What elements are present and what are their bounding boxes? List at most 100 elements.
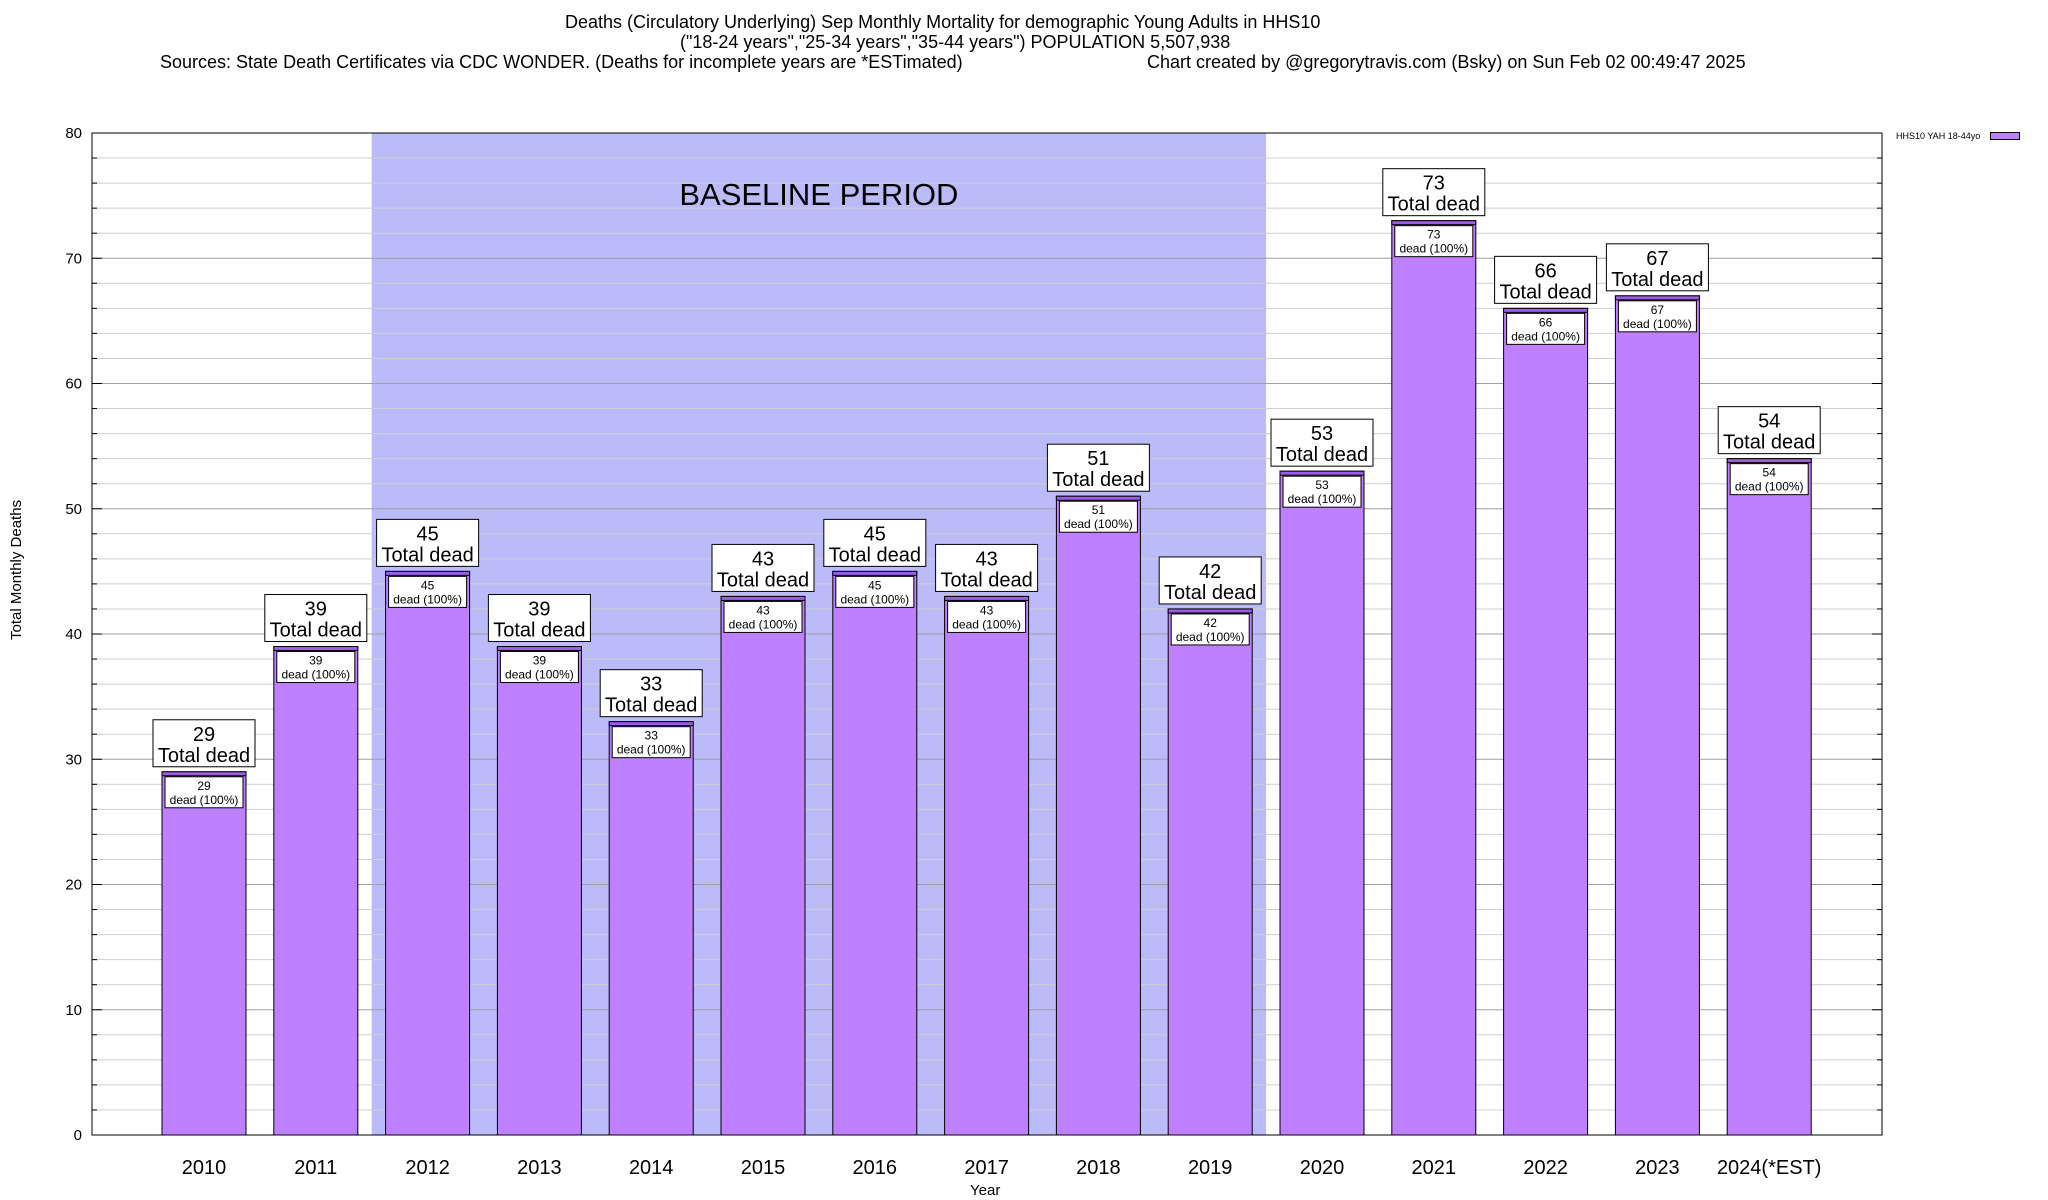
chart-sources-text: Sources: State Death Certificates via CD…: [160, 52, 963, 72]
bar-top-segment: [273, 646, 359, 652]
inner-percent-label: dead (100%): [840, 592, 909, 606]
total-value-label: 42: [1199, 561, 1221, 583]
total-label-box: [152, 719, 256, 768]
chart-credit-text: Chart created by @gregorytravis.com (Bsk…: [1147, 52, 1746, 72]
total-value-label: 53: [1311, 423, 1333, 445]
inner-label-box: [1617, 300, 1697, 333]
y-tick-label: 40: [65, 626, 82, 643]
bar: [1391, 220, 1477, 1136]
x-tick-label: 2018: [1076, 1157, 1121, 1179]
inner-label-box: [1170, 613, 1250, 646]
inner-label-box: [1282, 475, 1362, 508]
inner-percent-label: dead (100%): [952, 617, 1021, 631]
bar: [1503, 307, 1589, 1136]
chart-title-line2: ("18-24 years","25-34 years","35-44 year…: [680, 32, 1231, 52]
bar-top-segment: [1726, 458, 1812, 464]
total-value-label: 73: [1423, 173, 1445, 195]
bar-top-segment: [496, 646, 582, 652]
bar-top-segment: [385, 570, 471, 576]
y-tick-label: 80: [65, 125, 82, 142]
inner-percent-label: dead (100%): [1623, 317, 1692, 331]
bar-top-segment: [720, 595, 806, 601]
inner-percent-label: dead (100%): [1064, 517, 1133, 531]
total-value-label: 51: [1087, 448, 1109, 470]
bar-top-segment: [1279, 470, 1365, 476]
inner-label-box: [723, 600, 803, 633]
x-tick-label: 2013: [517, 1157, 562, 1179]
legend: HHS10 YAH 18-44yo: [1896, 131, 2021, 141]
chart-title-line1: Deaths (Circulatory Underlying) Sep Mont…: [565, 12, 1321, 32]
inner-label-box: [835, 575, 915, 608]
x-tick-label: 2010: [182, 1157, 227, 1179]
total-text-label: Total dead: [1388, 194, 1480, 216]
inner-percent-label: dead (100%): [1288, 492, 1357, 506]
x-tick-label: 2023: [1635, 1157, 1680, 1179]
y-tick-label: 50: [65, 501, 82, 518]
inner-label-box: [1394, 225, 1474, 258]
total-text-label: Total dead: [381, 544, 473, 566]
total-label-box: [1494, 255, 1598, 304]
bar-top-segment: [1167, 608, 1253, 614]
inner-value-label: 42: [1204, 616, 1218, 630]
total-text-label: Total dead: [1499, 281, 1591, 303]
inner-percent-label: dead (100%): [617, 743, 686, 757]
y-tick-label: 0: [74, 1127, 82, 1144]
inner-label-box: [388, 575, 468, 608]
y-tick-label: 20: [65, 877, 82, 894]
inner-value-label: 39: [533, 654, 547, 668]
total-text-label: Total dead: [605, 695, 697, 717]
plot-frame: [91, 132, 1883, 1136]
x-axis-label: Year: [970, 1182, 1001, 1199]
y-tick-label: 10: [65, 1002, 82, 1019]
inner-label-box: [1506, 312, 1586, 345]
total-label-box: [1158, 556, 1262, 605]
x-tick-label: 2016: [853, 1157, 898, 1179]
inner-value-label: 54: [1763, 466, 1777, 480]
total-value-label: 39: [305, 599, 327, 621]
inner-percent-label: dead (100%): [1399, 242, 1468, 256]
bar: [832, 570, 918, 1136]
total-label-box: [1270, 418, 1374, 467]
inner-value-label: 43: [980, 603, 994, 617]
total-label-box: [264, 594, 368, 643]
x-tick-label: 2024(*EST): [1717, 1157, 1822, 1179]
total-label-box: [599, 669, 703, 718]
inner-label-box: [1729, 463, 1809, 496]
inner-value-label: 66: [1539, 315, 1553, 329]
x-tick-label: 2015: [741, 1157, 786, 1179]
total-label-box: [1717, 406, 1821, 455]
inner-percent-label: dead (100%): [170, 793, 239, 807]
total-value-label: 39: [528, 599, 550, 621]
x-tick-label: 2021: [1412, 1157, 1457, 1179]
bar-top-segment: [608, 721, 694, 727]
inner-percent-label: dead (100%): [281, 668, 350, 682]
baseline-period-label: BASELINE PERIOD: [679, 177, 958, 212]
total-text-label: Total dead: [940, 569, 1032, 591]
inner-percent-label: dead (100%): [1735, 480, 1804, 494]
bar: [608, 721, 694, 1136]
inner-percent-label: dead (100%): [505, 668, 574, 682]
total-value-label: 33: [640, 674, 662, 696]
inner-value-label: 39: [309, 654, 323, 668]
x-tick-label: 2020: [1300, 1157, 1345, 1179]
x-tick-label: 2014: [629, 1157, 674, 1179]
x-tick-label: 2011: [294, 1157, 337, 1179]
total-value-label: 67: [1646, 248, 1668, 270]
bar: [720, 595, 806, 1136]
inner-value-label: 73: [1427, 228, 1441, 242]
x-tick-label: 2022: [1523, 1157, 1568, 1179]
bar-top-segment: [1503, 307, 1589, 313]
legend-swatch: [1990, 132, 2021, 140]
total-text-label: Total dead: [270, 620, 362, 642]
x-tick-label: 2012: [405, 1157, 450, 1179]
total-label-box: [1046, 443, 1150, 492]
total-value-label: 43: [975, 548, 997, 570]
inner-percent-label: dead (100%): [1511, 329, 1580, 343]
bar-top-segment: [161, 771, 247, 777]
total-text-label: Total dead: [1276, 444, 1368, 466]
total-label-box: [487, 594, 591, 643]
total-label-box: [1382, 168, 1486, 217]
bar: [385, 570, 471, 1136]
total-value-label: 29: [193, 724, 215, 746]
